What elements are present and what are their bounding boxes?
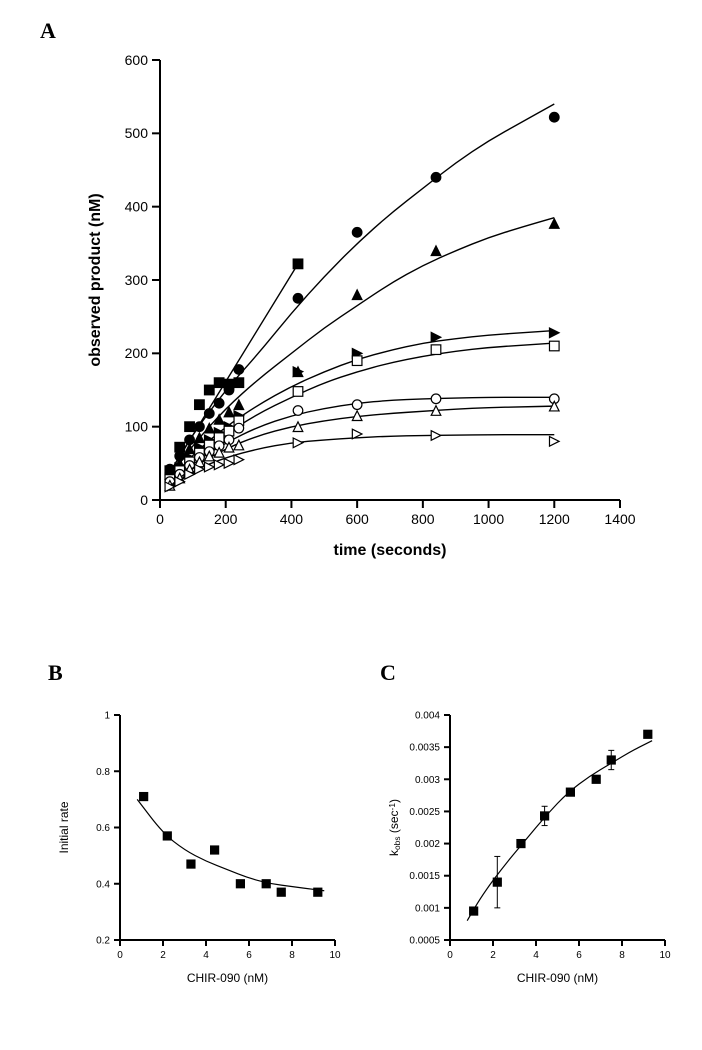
svg-text:400: 400 xyxy=(280,511,304,527)
chart-c-xlabel: CHIR-090 (nM) xyxy=(517,971,598,985)
svg-text:6: 6 xyxy=(246,950,252,961)
svg-text:800: 800 xyxy=(411,511,435,527)
panel-label-c: C xyxy=(380,660,396,686)
svg-text:0.2: 0.2 xyxy=(96,936,110,947)
svg-text:0: 0 xyxy=(156,511,164,527)
svg-text:1400: 1400 xyxy=(604,511,635,527)
svg-text:0.002: 0.002 xyxy=(415,839,440,850)
svg-text:8: 8 xyxy=(289,950,295,961)
svg-text:600: 600 xyxy=(125,52,149,68)
svg-text:0.001: 0.001 xyxy=(415,903,440,914)
svg-text:100: 100 xyxy=(125,419,149,435)
svg-text:10: 10 xyxy=(659,950,671,961)
svg-text:200: 200 xyxy=(214,511,238,527)
svg-text:0.0025: 0.0025 xyxy=(409,807,440,818)
svg-text:600: 600 xyxy=(345,511,369,527)
svg-text:2: 2 xyxy=(490,950,496,961)
svg-text:8: 8 xyxy=(619,950,625,961)
chart-a-xlabel: time (seconds) xyxy=(334,542,447,559)
svg-text:500: 500 xyxy=(125,125,149,141)
svg-text:4: 4 xyxy=(203,950,209,961)
svg-text:2: 2 xyxy=(160,950,166,961)
svg-text:1000: 1000 xyxy=(473,511,504,527)
svg-text:300: 300 xyxy=(125,272,149,288)
svg-text:1: 1 xyxy=(104,711,110,722)
svg-text:0.004: 0.004 xyxy=(415,711,440,722)
chart-c: 0 2 4 6 8 10 0.0005 0.001 0.0015 0.002 0.0025 0.003… xyxy=(380,700,680,1000)
svg-text:0.0005: 0.0005 xyxy=(409,936,440,947)
chart-b-xlabel: CHIR-090 (nM) xyxy=(187,971,268,985)
svg-text:0.0015: 0.0015 xyxy=(409,871,440,882)
svg-text:0.8: 0.8 xyxy=(96,767,110,778)
svg-text:0: 0 xyxy=(447,950,453,961)
svg-text:0: 0 xyxy=(140,492,148,508)
svg-text:1200: 1200 xyxy=(539,511,570,527)
svg-text:0.4: 0.4 xyxy=(96,879,110,890)
svg-text:0: 0 xyxy=(117,950,123,961)
svg-text:200: 200 xyxy=(125,345,149,361)
panel-label-b: B xyxy=(48,660,63,686)
svg-text:400: 400 xyxy=(125,199,149,215)
svg-text:0.003: 0.003 xyxy=(415,775,440,786)
svg-text:0.0035: 0.0035 xyxy=(409,743,440,754)
panel-label-a: A xyxy=(40,18,56,44)
chart-a: 0 200 400 600 800 1000 1200 1400 0 100 200 300 400 50… xyxy=(80,40,640,580)
svg-text:10: 10 xyxy=(329,950,341,961)
chart-c-ylabel: kobs (sec-1) xyxy=(387,799,403,856)
svg-text:4: 4 xyxy=(533,950,539,961)
svg-text:0.6: 0.6 xyxy=(96,823,110,834)
chart-b-ylabel: Initial rate xyxy=(57,801,71,853)
svg-text:6: 6 xyxy=(576,950,582,961)
chart-a-ylabel: observed product (nM) xyxy=(87,193,104,366)
chart-b: 0 2 4 6 8 10 0.2 0.4 0.6 0.8 1 CHIR-090 (nM) Initial… xyxy=(50,700,350,1000)
